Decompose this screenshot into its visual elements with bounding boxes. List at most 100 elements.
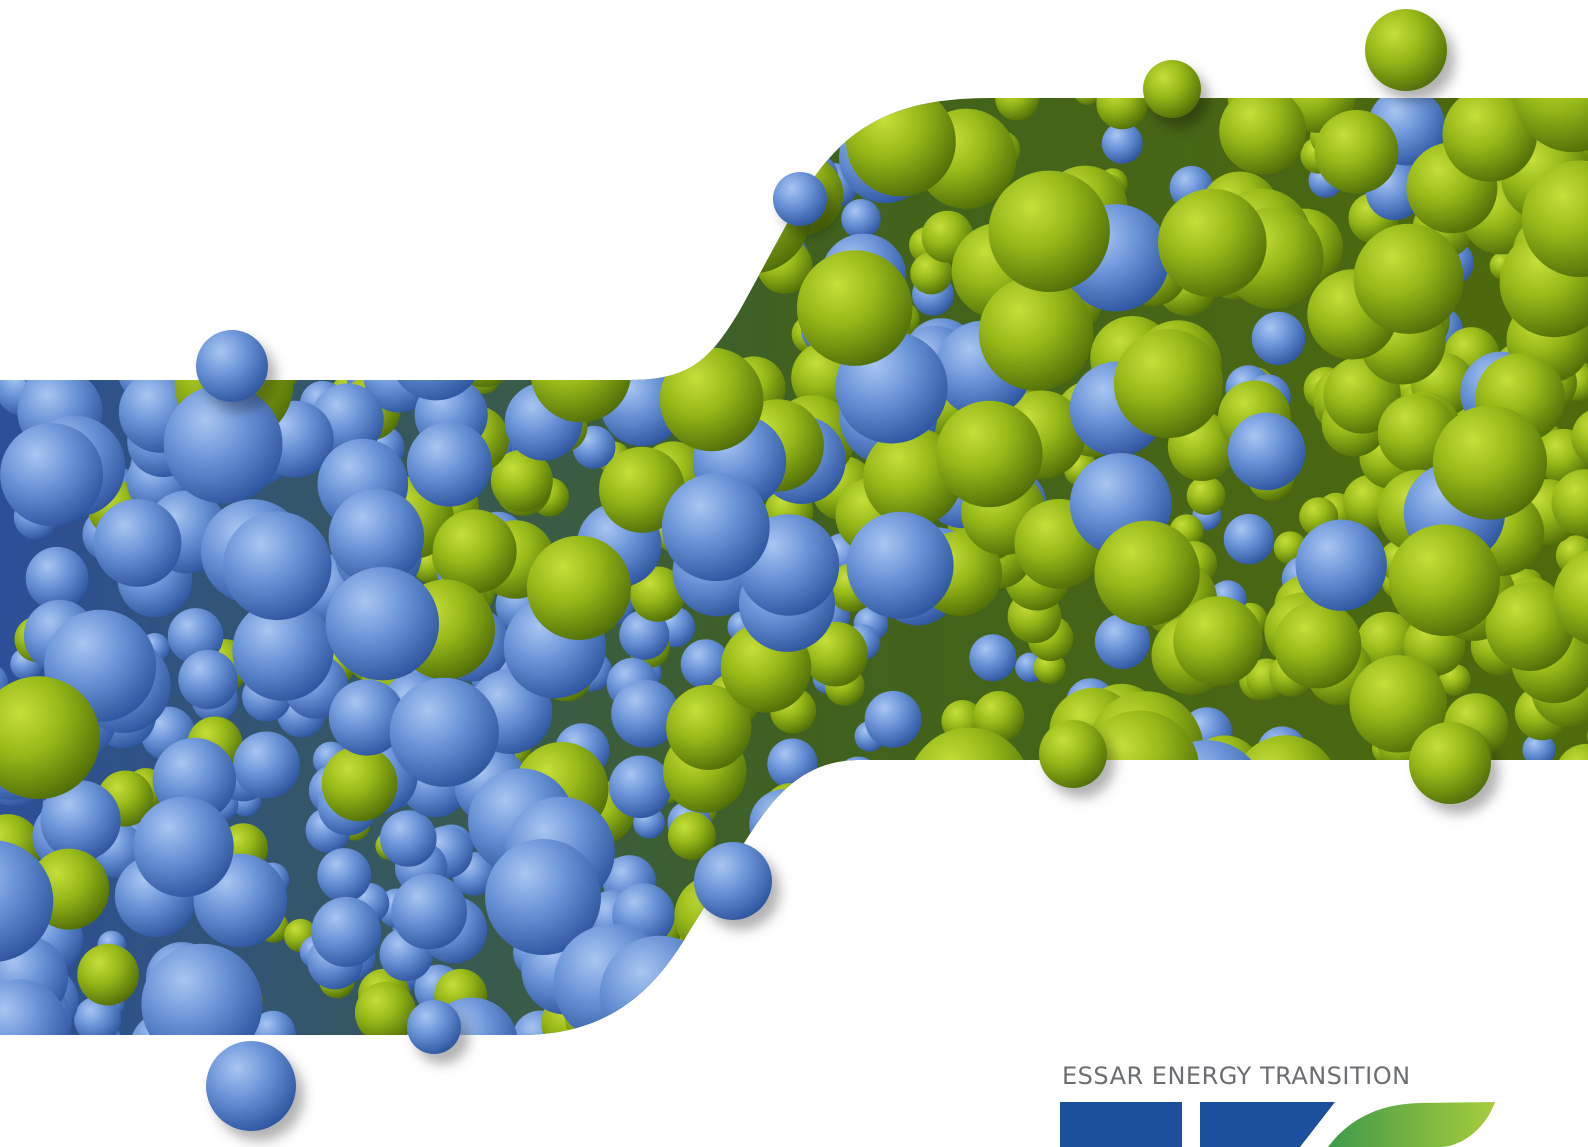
blue-sphere <box>217 198 263 245</box>
green-sphere <box>1125 789 1203 867</box>
green-sphere <box>1532 884 1587 939</box>
green-sphere <box>1174 936 1212 974</box>
green-sphere <box>1349 655 1447 753</box>
blue-sphere <box>325 567 439 681</box>
blue-sphere <box>129 111 171 153</box>
green-sphere <box>1551 469 1588 537</box>
logo-leaf <box>1328 1102 1495 1147</box>
blue-sphere <box>599 935 719 1035</box>
green-sphere <box>1111 817 1175 882</box>
blue-sphere <box>888 945 930 988</box>
green-sphere <box>1242 766 1279 802</box>
green-sphere <box>988 170 1110 292</box>
blue-sphere <box>311 896 382 967</box>
blue-sphere <box>233 731 300 799</box>
blue-sphere <box>633 210 713 291</box>
green-sphere <box>669 241 704 276</box>
blue-sphere <box>658 262 707 310</box>
blue-sphere <box>48 98 86 131</box>
green-sphere <box>1482 943 1588 1035</box>
blue-sphere <box>74 996 121 1035</box>
blue-sphere <box>288 107 330 149</box>
green-sphere <box>936 791 993 848</box>
blue-sphere <box>0 423 104 527</box>
blue-sphere <box>906 966 942 1002</box>
blue-sphere <box>206 1041 296 1131</box>
blue-sphere <box>163 145 197 179</box>
blue-sphere <box>934 858 1009 933</box>
blue-sphere <box>814 766 854 805</box>
green-sphere <box>599 446 685 533</box>
green-sphere <box>1553 548 1588 647</box>
green-sphere <box>1304 907 1369 972</box>
green-sphere <box>750 98 787 110</box>
green-sphere <box>1053 830 1106 883</box>
blue-sphere <box>885 882 915 912</box>
blue-sphere <box>680 639 731 689</box>
green-sphere <box>1186 476 1226 515</box>
green-sphere <box>1395 964 1427 996</box>
blue-sphere <box>29 139 72 182</box>
blue-sphere <box>998 1001 1033 1035</box>
green-sphere <box>933 898 979 945</box>
blue-sphere <box>925 947 1008 1029</box>
blue-sphere <box>141 943 263 1035</box>
blue-sphere <box>361 212 400 250</box>
green-sphere <box>1194 995 1243 1035</box>
blue-sphere <box>1223 513 1275 565</box>
blue-sphere <box>221 280 272 331</box>
green-sphere <box>1232 735 1339 842</box>
blue-sphere <box>232 599 334 701</box>
blue-sphere <box>835 756 881 803</box>
blue-sphere <box>841 199 881 239</box>
blue-sphere <box>147 254 199 307</box>
blue-sphere <box>66 312 99 346</box>
blue-sphere <box>705 221 752 268</box>
blue-sphere <box>25 546 89 610</box>
blue-sphere <box>220 271 253 304</box>
green-sphere <box>1546 1017 1588 1035</box>
blue-sphere <box>604 171 657 224</box>
blue-sphere <box>773 172 827 226</box>
blue-sphere <box>74 169 124 219</box>
blue-sphere <box>1404 884 1480 960</box>
green-sphere <box>1068 962 1156 1035</box>
blue-sphere <box>8 328 49 368</box>
green-sphere <box>778 985 807 1014</box>
blue-sphere <box>891 945 966 1021</box>
blue-sphere <box>1485 821 1519 854</box>
green-sphere <box>846 98 956 197</box>
blue-sphere <box>12 143 111 243</box>
blue-sphere <box>437 98 505 152</box>
blue-sphere <box>334 192 455 313</box>
blue-sphere <box>608 755 672 819</box>
green-sphere <box>1143 60 1201 118</box>
blue-sphere <box>1094 929 1144 979</box>
blue-sphere <box>611 679 680 748</box>
green-sphere <box>1066 977 1152 1035</box>
green-sphere <box>1345 880 1374 909</box>
green-sphere <box>1391 799 1514 922</box>
blue-sphere <box>1522 733 1556 767</box>
green-sphere <box>1094 520 1200 626</box>
blue-sphere <box>969 634 1017 682</box>
blue-sphere <box>263 130 331 197</box>
blue-sphere <box>844 1014 873 1035</box>
blue-sphere <box>380 810 437 867</box>
green-sphere <box>1071 808 1123 860</box>
green-sphere <box>526 535 632 641</box>
green-sphere <box>910 252 953 295</box>
blue-sphere <box>714 202 753 241</box>
green-sphere <box>1153 830 1206 883</box>
blue-sphere <box>619 609 670 660</box>
green-sphere <box>389 258 474 343</box>
green-sphere <box>1263 766 1306 808</box>
green-sphere <box>530 321 632 423</box>
blue-sphere <box>928 907 1014 993</box>
green-sphere <box>1247 776 1304 833</box>
green-sphere <box>1485 582 1575 671</box>
green-sphere <box>107 99 175 167</box>
green-sphere <box>1082 852 1170 940</box>
green-sphere <box>1542 901 1588 960</box>
